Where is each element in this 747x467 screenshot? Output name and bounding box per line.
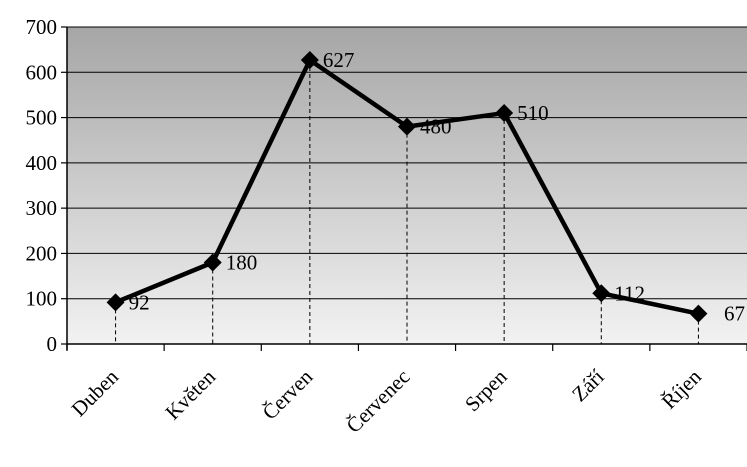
data-point-marker — [398, 117, 416, 136]
data-point-marker — [495, 104, 514, 123]
data-label: 180 — [226, 250, 258, 274]
y-tick-label: 200 — [26, 241, 58, 265]
y-tick-label: 300 — [26, 196, 58, 220]
data-point-marker — [592, 284, 611, 303]
data-label: 510 — [517, 101, 549, 125]
data-point-marker — [689, 304, 708, 323]
data-label: 67 — [724, 302, 745, 326]
data-label: 92 — [129, 290, 150, 314]
x-category-label: Květen — [160, 364, 220, 424]
x-category-label: Září — [567, 364, 609, 406]
data-point-marker — [300, 51, 319, 70]
data-label: 627 — [323, 48, 355, 72]
y-tick-label: 100 — [26, 287, 58, 311]
x-category-label: Říjen — [657, 364, 706, 413]
x-category-label: Srpen — [460, 364, 512, 416]
x-category-label: Červenec — [341, 365, 414, 438]
y-tick-label: 0 — [47, 332, 58, 356]
y-tick-label: 600 — [26, 60, 58, 84]
data-label: 480 — [420, 115, 452, 139]
y-tick-label: 700 — [26, 15, 58, 39]
data-point-marker — [106, 293, 125, 312]
data-point-marker — [203, 253, 222, 272]
y-tick-label: 500 — [26, 106, 58, 130]
x-category-label: Duben — [67, 364, 124, 421]
x-category-label: Červen — [258, 364, 318, 424]
data-label: 112 — [614, 281, 645, 305]
y-tick-label: 400 — [26, 151, 58, 175]
